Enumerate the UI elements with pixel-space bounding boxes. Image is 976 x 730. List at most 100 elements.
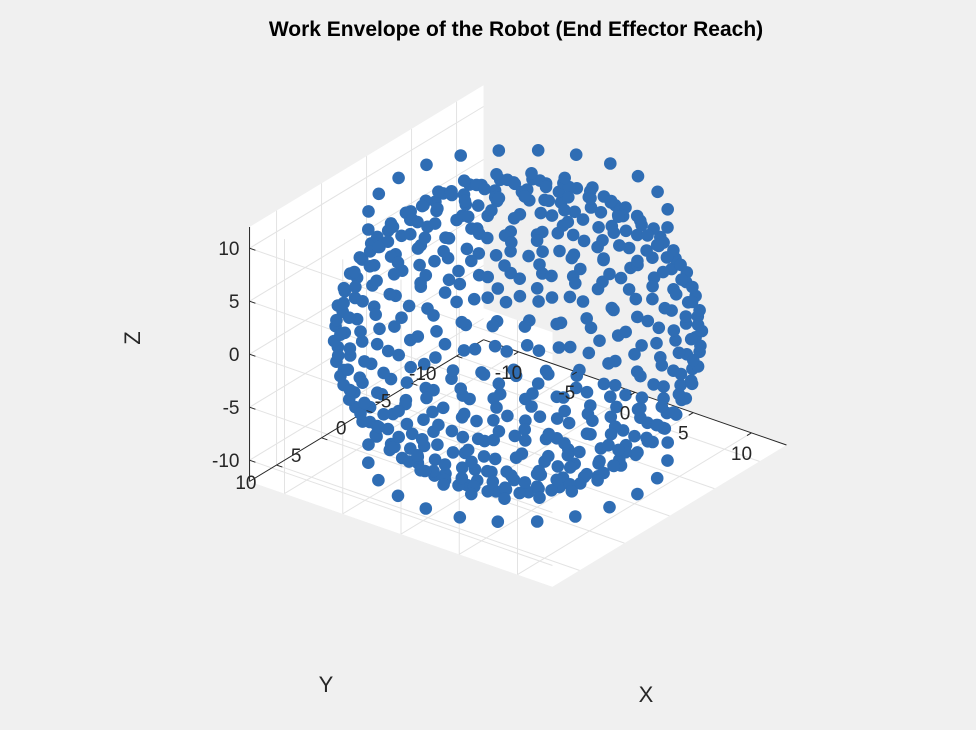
scatter-point bbox=[631, 254, 644, 268]
scatter-point bbox=[558, 203, 571, 217]
scatter-point bbox=[661, 436, 674, 449]
scatter-point bbox=[488, 452, 502, 466]
scatter-point bbox=[428, 254, 441, 268]
scatter-point bbox=[471, 432, 485, 446]
y-tick-label: 10 bbox=[235, 473, 256, 494]
scatter-point bbox=[342, 393, 356, 406]
scatter-point bbox=[411, 215, 424, 229]
tick-mark bbox=[688, 412, 694, 416]
scatter-point bbox=[602, 438, 615, 452]
scatter-point bbox=[580, 467, 593, 481]
scatter-point bbox=[470, 414, 483, 428]
scatter-point bbox=[331, 349, 345, 362]
scatter-point bbox=[539, 180, 553, 194]
scatter-point bbox=[436, 401, 450, 415]
scatter-point bbox=[602, 357, 615, 370]
scatter-point bbox=[445, 188, 459, 202]
scatter-point bbox=[420, 391, 433, 405]
grid-line bbox=[517, 432, 752, 575]
scatter-point bbox=[661, 454, 674, 467]
scatter-point bbox=[660, 251, 674, 264]
scatter-point bbox=[428, 453, 442, 467]
scatter-point bbox=[565, 485, 579, 498]
scatter-point bbox=[586, 181, 599, 194]
scatter-point bbox=[468, 342, 482, 356]
scatter-point bbox=[576, 213, 590, 226]
scatter-point bbox=[569, 277, 582, 290]
scatter-point bbox=[551, 226, 565, 240]
scatter-point bbox=[418, 231, 432, 245]
scatter-point bbox=[607, 226, 621, 239]
scatter-point bbox=[586, 414, 599, 428]
tick-mark bbox=[571, 371, 578, 376]
scatter-point bbox=[542, 368, 555, 381]
scatter-point bbox=[457, 174, 471, 187]
scatter-point bbox=[650, 336, 663, 350]
scatter-point bbox=[377, 408, 390, 421]
scatter-point bbox=[452, 264, 465, 278]
scatter-point bbox=[532, 295, 545, 308]
scatter-point bbox=[562, 191, 575, 204]
scatter-point bbox=[373, 322, 386, 336]
scatter-point bbox=[381, 235, 395, 248]
scatter-point bbox=[631, 487, 644, 501]
scatter-point bbox=[442, 273, 456, 287]
tick-mark bbox=[321, 437, 328, 441]
scatter-point bbox=[667, 406, 681, 419]
scatter-point bbox=[330, 313, 343, 327]
scatter-point bbox=[375, 388, 389, 401]
scatter-point bbox=[438, 458, 452, 471]
scatter-point bbox=[404, 227, 417, 241]
scatter-point bbox=[446, 446, 460, 459]
tick-mark bbox=[249, 300, 256, 304]
scatter-point bbox=[488, 339, 502, 353]
scatter-point bbox=[430, 325, 443, 338]
scatter-point bbox=[478, 182, 491, 196]
scatter-point bbox=[658, 301, 672, 315]
scatter-point bbox=[655, 359, 669, 372]
scatter-point bbox=[500, 345, 513, 358]
scatter-point bbox=[356, 295, 369, 308]
scatter-point bbox=[465, 222, 478, 235]
scatter-point bbox=[550, 317, 563, 331]
x-tick-label: 0 bbox=[620, 403, 631, 424]
scatter-point bbox=[372, 187, 386, 201]
scatter-point bbox=[404, 360, 418, 374]
tick-mark bbox=[746, 432, 752, 437]
scatter-point bbox=[460, 242, 474, 256]
scatter-point bbox=[641, 435, 655, 448]
scatter-point bbox=[471, 199, 485, 212]
scatter-point bbox=[550, 473, 563, 487]
scatter-point bbox=[513, 289, 527, 303]
scatter-point bbox=[372, 240, 385, 254]
scatter-point bbox=[518, 320, 532, 333]
scatter-point bbox=[582, 346, 596, 360]
scatter-point bbox=[343, 342, 357, 355]
scatter-point bbox=[492, 425, 506, 438]
z-tick-label: 0 bbox=[229, 345, 240, 366]
scatter-point bbox=[594, 206, 608, 219]
scatter-point bbox=[392, 430, 406, 444]
scatter-point bbox=[498, 259, 511, 272]
scatter-point bbox=[461, 210, 475, 223]
scatter-point bbox=[553, 244, 566, 258]
scatter-point bbox=[492, 191, 506, 205]
scatter-point bbox=[486, 475, 500, 489]
scatter-point bbox=[439, 231, 452, 244]
scatter-point bbox=[362, 223, 375, 236]
scatter-point bbox=[656, 265, 670, 279]
scatter-point bbox=[343, 383, 357, 397]
scatter-point bbox=[392, 171, 405, 185]
scatter-point bbox=[580, 385, 594, 399]
scatter-point bbox=[388, 440, 401, 454]
scatter-point bbox=[566, 228, 580, 242]
scatter-point bbox=[485, 204, 498, 217]
y-tick-label: -10 bbox=[409, 364, 436, 385]
scatter-point bbox=[674, 367, 688, 381]
scatter-point bbox=[445, 424, 459, 438]
scatter-point bbox=[358, 396, 371, 410]
scatter-point bbox=[569, 148, 583, 161]
tick-mark bbox=[249, 353, 256, 357]
scatter-point bbox=[426, 405, 439, 419]
